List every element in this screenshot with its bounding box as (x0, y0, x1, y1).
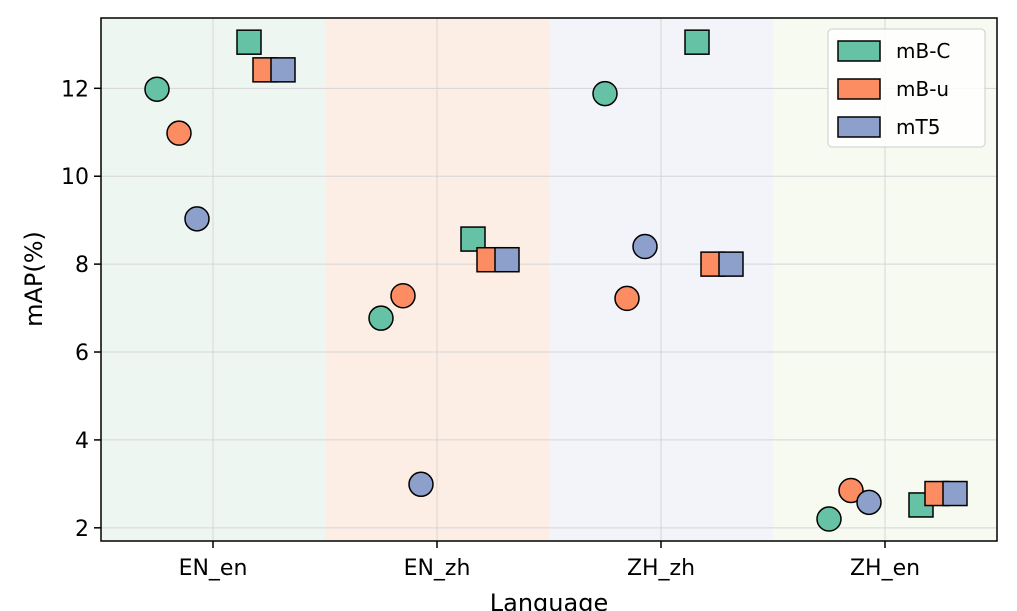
x-tick-label: ZH_en (850, 556, 920, 581)
plot-frame (100, 17, 998, 542)
circle-marker-mB-u (838, 477, 864, 504)
square-marker-mB-C (236, 29, 262, 55)
y-tick-label: 8 (75, 253, 89, 278)
circle-marker-mT5 (856, 489, 882, 516)
square-marker-mB-C (684, 29, 710, 55)
legend-swatch-mB-u (837, 78, 881, 100)
y-tick-label: 6 (75, 341, 89, 366)
x-tick-label: EN_zh (404, 556, 471, 581)
legend-label-mB-u: mB-u (896, 77, 949, 101)
y-axis: 2 4 6 8 10 12 (61, 77, 101, 542)
circle-marker-mB-C (816, 506, 842, 532)
y-axis-label: mAP(%) (20, 231, 48, 327)
legend-swatch-mB-C (837, 40, 881, 62)
data-points (144, 29, 968, 532)
x-axis-label: Language (490, 589, 608, 611)
square-marker-mT5 (270, 57, 296, 83)
circle-marker-mB-C (144, 76, 170, 102)
y-tick-label: 2 (75, 517, 89, 542)
square-marker-mT5 (494, 246, 520, 273)
square-marker-mT5 (718, 251, 744, 277)
circle-marker-mB-u (166, 120, 192, 146)
circle-marker-mT5 (184, 206, 210, 232)
square-marker-mT5 (942, 480, 968, 507)
grid-lines (101, 18, 997, 541)
legend-label-mT5: mT5 (896, 115, 940, 139)
circle-marker-mT5 (408, 471, 434, 498)
legend-label-mB-C: mB-C (896, 39, 950, 63)
y-tick-label: 4 (75, 429, 89, 454)
circle-marker-mB-C (592, 80, 618, 107)
circle-marker-mB-C (368, 305, 394, 331)
circle-marker-mT5 (632, 233, 658, 260)
circle-marker-mB-u (390, 283, 416, 309)
circle-marker-mB-u (614, 285, 640, 312)
x-tick-label: EN_en (179, 556, 248, 581)
y-tick-label: 10 (61, 165, 89, 190)
x-tick-label: ZH_zh (627, 556, 695, 581)
y-tick-label: 12 (61, 77, 89, 102)
legend: mB-C mB-u mT5 (827, 28, 986, 148)
legend-swatch-mT5 (837, 116, 881, 138)
x-axis: EN_en EN_zh ZH_zh ZH_en (179, 541, 920, 581)
